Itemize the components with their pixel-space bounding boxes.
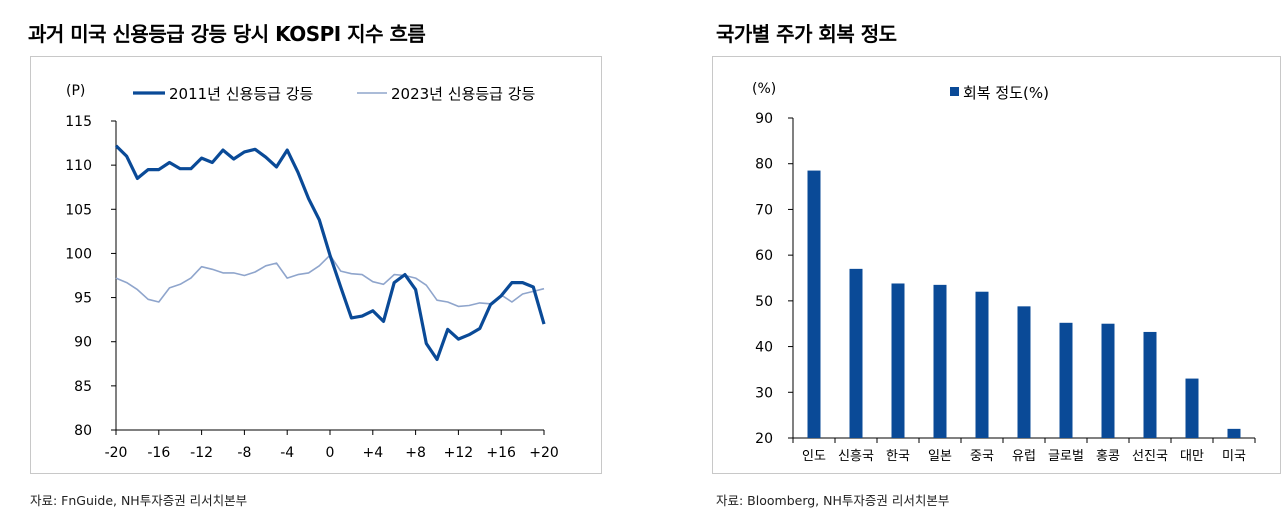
bar-5 [1017, 306, 1031, 438]
left-chart-title: 과거 미국 신용등급 강등 당시 KOSPI 지수 흐름 [28, 22, 426, 46]
legend-label: 회복 정도(%) [963, 84, 1049, 102]
y-tick-label: 100 [65, 246, 92, 262]
y-tick-label: 110 [65, 158, 92, 174]
right-chart-title: 국가별 주가 회복 정도 [716, 22, 897, 46]
x-tick-label: +4 [362, 445, 383, 461]
x-category-label: 글로벌 [1048, 449, 1084, 464]
x-tick-label: +8 [405, 445, 426, 461]
left-chart-frame [30, 56, 602, 474]
x-tick-label: -8 [237, 445, 251, 461]
x-category-label: 중국 [970, 449, 994, 464]
bar-2 [891, 283, 905, 438]
x-category-label: 유럽 [1012, 449, 1036, 464]
bar-10 [1227, 428, 1241, 438]
y-unit-label: (P) [66, 83, 85, 99]
x-category-label: 미국 [1222, 449, 1246, 464]
bar-7 [1101, 323, 1115, 438]
bar-3 [933, 284, 947, 438]
bar-1 [849, 268, 863, 438]
y-tick-label: 40 [755, 340, 773, 356]
legend-label-2011: 2011년 신용등급 강등 [169, 85, 314, 103]
y-tick-label: 30 [755, 385, 773, 401]
bar-0 [807, 170, 821, 439]
right-source: 자료: Bloomberg, NH투자증권 리서치본부 [716, 493, 950, 508]
y-tick-label: 90 [755, 111, 773, 127]
y-tick-label: 80 [74, 423, 92, 439]
y-tick-label: 90 [74, 335, 92, 351]
x-category-label: 일본 [928, 449, 952, 464]
x-tick-label: -16 [147, 445, 170, 461]
x-category-label: 선진국 [1132, 449, 1168, 464]
left-source: 자료: FnGuide, NH투자증권 리서치본부 [30, 493, 248, 508]
bar-9 [1185, 378, 1199, 438]
x-tick-label: 0 [326, 445, 335, 461]
y-tick-label: 70 [755, 202, 773, 218]
bar-6 [1059, 322, 1073, 438]
x-category-label: 인도 [802, 449, 826, 464]
y-tick-label: 95 [74, 291, 92, 307]
legend-swatch [950, 87, 959, 96]
x-tick-label: -20 [105, 445, 128, 461]
y-tick-label: 20 [755, 431, 773, 447]
bar-4 [975, 291, 989, 438]
y-tick-label: 85 [74, 379, 92, 395]
y-tick-label: 115 [65, 114, 92, 130]
x-tick-label: +16 [486, 445, 516, 461]
x-tick-label: +20 [529, 445, 559, 461]
y-tick-label: 60 [755, 248, 773, 264]
x-category-label: 신흥국 [838, 449, 874, 464]
x-category-label: 한국 [886, 449, 910, 464]
y-tick-label: 50 [755, 294, 773, 310]
y-unit-label: (%) [752, 81, 776, 97]
x-tick-label: +12 [444, 445, 474, 461]
x-category-label: 대만 [1180, 449, 1204, 464]
y-tick-label: 105 [65, 202, 92, 218]
x-category-label: 홍콩 [1096, 449, 1120, 464]
x-tick-label: -12 [190, 445, 213, 461]
bar-8 [1143, 331, 1157, 438]
y-tick-label: 80 [755, 157, 773, 173]
legend-label-2023: 2023년 신용등급 강등 [391, 85, 536, 103]
series-line-2011 [114, 144, 546, 361]
x-tick-label: -4 [280, 445, 294, 461]
